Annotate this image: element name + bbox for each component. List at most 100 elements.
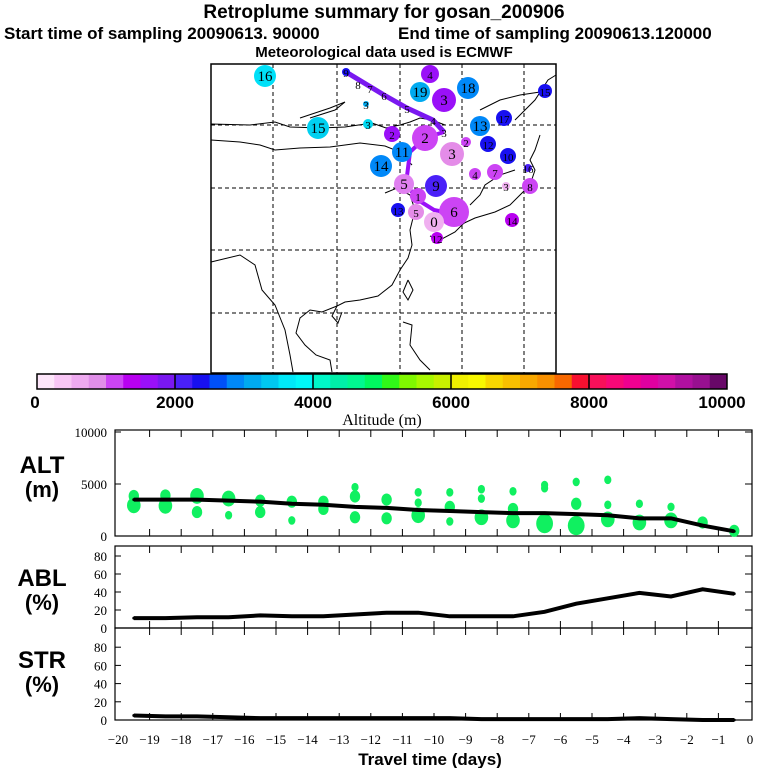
data-point	[606, 513, 610, 517]
data-point	[511, 717, 515, 721]
particle-dot	[255, 505, 266, 519]
data-point	[448, 509, 452, 513]
data-point	[416, 611, 420, 615]
data-point	[385, 611, 389, 615]
x-tick-label: −12	[361, 732, 381, 747]
map-marker-label: 3	[441, 128, 447, 140]
data-point	[132, 616, 136, 620]
x-tick-label: −10	[424, 732, 444, 747]
y-tick-label: 60	[94, 658, 107, 673]
data-point	[321, 503, 325, 507]
data-point	[290, 716, 294, 720]
data-point	[448, 716, 452, 720]
x-tick-label: −14	[297, 732, 318, 747]
series-line	[133, 497, 735, 534]
particle-dot	[604, 475, 612, 485]
map-marker-label: 3	[503, 182, 509, 194]
map-marker-label: 12	[432, 234, 443, 246]
map-marker	[432, 88, 456, 112]
map-marker	[431, 232, 443, 244]
data-point	[290, 614, 294, 618]
map-marker-label: 8	[355, 80, 361, 92]
colorbar-cell	[623, 374, 642, 389]
data-point	[543, 511, 547, 515]
map-marker	[391, 203, 405, 217]
data-point	[732, 529, 736, 533]
particle-dot	[414, 488, 422, 497]
particle-dot	[191, 505, 203, 519]
y-tick-label: 0	[101, 621, 108, 636]
colorbar-cell	[278, 374, 297, 389]
data-point	[353, 716, 357, 720]
data-point	[669, 516, 673, 520]
data-point	[606, 596, 610, 600]
map-marker	[425, 175, 447, 197]
map-marker	[500, 148, 516, 164]
colorbar-cell	[175, 374, 193, 389]
map-marker-label: 2	[463, 138, 469, 150]
map-marker	[394, 174, 414, 194]
map-marker-label: 9	[432, 179, 440, 195]
data-point	[416, 716, 420, 720]
x-tick-label: −13	[329, 732, 349, 747]
map-marker	[496, 110, 512, 126]
colorbar-label: Altitude (m)	[342, 412, 422, 429]
map-marker	[342, 68, 350, 76]
map-marker-label: 19	[413, 85, 428, 101]
map-marker	[307, 117, 329, 139]
data-point	[416, 508, 420, 512]
particle-dot	[635, 499, 644, 509]
x-tick-label: −15	[266, 732, 286, 747]
data-point	[258, 500, 262, 504]
data-point	[543, 610, 547, 614]
particle-dot	[446, 488, 454, 497]
particle-dot	[571, 497, 582, 510]
colorbar-tick-label: 0	[30, 393, 39, 412]
map-marker-label: 11	[395, 145, 409, 161]
colorbar-cell	[451, 374, 469, 389]
colorbar-cell	[571, 374, 590, 389]
x-tick-label: −8	[490, 732, 504, 747]
panel-unit: (m)	[25, 477, 59, 502]
particle-dot	[381, 512, 392, 525]
map-marker-label: 1	[415, 192, 421, 204]
data-point	[511, 614, 515, 618]
data-point	[732, 718, 736, 722]
data-point	[132, 713, 136, 717]
map-marker	[370, 155, 392, 177]
map-marker-label: 17	[499, 114, 511, 126]
data-point	[353, 505, 357, 509]
y-tick-label: 0	[101, 713, 108, 728]
data-point	[637, 591, 641, 595]
colorbar-cell	[692, 374, 711, 389]
map-marker	[410, 82, 430, 102]
particle-dot	[536, 513, 553, 534]
y-tick-label: 0	[101, 529, 108, 544]
y-tick-label: 10000	[75, 425, 108, 440]
data-point	[701, 587, 705, 591]
map-marker	[480, 136, 496, 152]
x-tick-label: −11	[392, 732, 412, 747]
colorbar-cell	[244, 374, 262, 389]
x-tick-label: −7	[522, 732, 536, 747]
trajectory-path-upper	[344, 69, 446, 134]
x-tick-label: −4	[617, 732, 631, 747]
data-point	[574, 512, 578, 516]
colorbar-cell	[399, 374, 417, 389]
map-marker	[457, 77, 479, 99]
x-tick-label: −20	[108, 732, 128, 747]
map-marker-label: 7	[492, 168, 498, 180]
data-point	[258, 716, 262, 720]
map-marker-label: 5	[400, 177, 408, 193]
colorbar-cell	[675, 374, 693, 389]
particle-dot	[572, 477, 580, 487]
start-time: Start time of sampling 20090613. 90000	[4, 24, 320, 43]
map-marker-label: 3	[440, 93, 448, 109]
data-point	[163, 498, 167, 502]
y-tick-label: 80	[94, 549, 107, 564]
map-marker-label: 15	[540, 87, 552, 99]
map-marker-label: 6	[381, 91, 387, 103]
colorbar-cell	[54, 374, 72, 389]
colorbar-tick-label: 6000	[432, 393, 470, 412]
particle-dot	[158, 497, 173, 514]
